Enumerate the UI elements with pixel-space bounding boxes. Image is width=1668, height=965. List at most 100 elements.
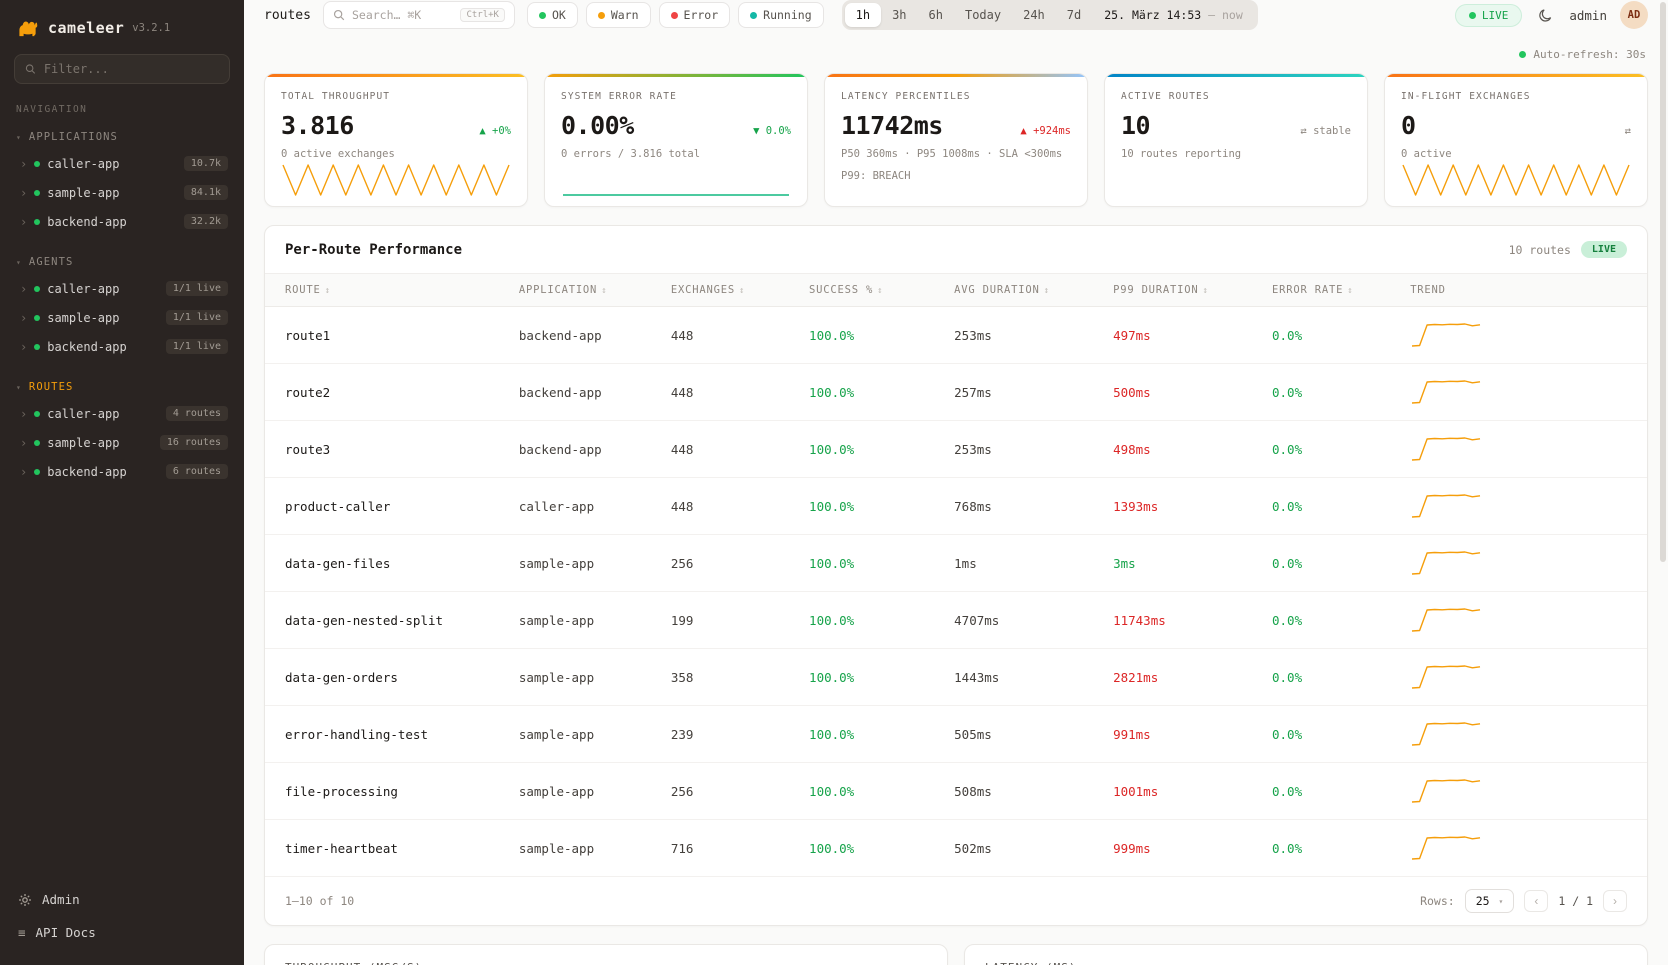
filter-input[interactable] <box>43 62 219 76</box>
cell-success: 100.0% <box>797 705 943 763</box>
routes-count: 10 routes <box>1508 242 1571 257</box>
caret-down-icon: ▾ <box>16 132 22 142</box>
moon-icon <box>1539 8 1552 21</box>
table-row[interactable]: data-gen-files sample-app 256 100.0% 1ms… <box>265 534 1647 592</box>
section-header-applications[interactable]: ▾ APPLICATIONS <box>0 127 244 149</box>
kpi-delta: ⇄ <box>1624 125 1631 137</box>
cell-exchanges: 448 <box>658 306 798 364</box>
sidebar-item[interactable]: › caller-app 10.7k <box>0 149 244 178</box>
cell-exchanges: 239 <box>658 705 798 763</box>
dark-mode-toggle[interactable] <box>1535 5 1556 26</box>
column-header[interactable]: AVG DURATION ↕ <box>942 273 1102 307</box>
time-range-button[interactable]: 3h <box>881 3 917 27</box>
time-range-button[interactable]: 24h <box>1012 3 1056 27</box>
select-caret-icon: ▾ <box>1498 896 1504 906</box>
cell-application: sample-app <box>506 819 659 877</box>
cell-application: sample-app <box>506 648 659 706</box>
cell-route: data-gen-nested-split <box>265 591 507 649</box>
cell-trend <box>1398 819 1647 877</box>
column-header[interactable]: EXCHANGES ↕ <box>658 273 798 307</box>
time-range-button[interactable]: 6h <box>918 3 954 27</box>
table-row[interactable]: product-caller caller-app 448 100.0% 768… <box>265 477 1647 535</box>
sidebar-item-badge: 1/1 live <box>165 310 228 325</box>
column-header[interactable]: SUCCESS % ↕ <box>797 273 943 307</box>
table-row[interactable]: route1 backend-app 448 100.0% 253ms 497m… <box>265 306 1647 364</box>
cell-error-rate: 0.0% <box>1260 762 1399 820</box>
kpi-title: IN-FLIGHT EXCHANGES <box>1401 91 1531 102</box>
cell-p99-duration: 497ms <box>1101 306 1260 364</box>
sidebar-item-badge: 10.7k <box>183 156 228 171</box>
status-dot <box>34 314 41 321</box>
sidebar-item[interactable]: › sample-app 84.1k <box>0 178 244 207</box>
rows-per-page-value: 25 <box>1475 894 1490 908</box>
column-header[interactable]: TREND <box>1398 273 1647 307</box>
sidebar-item[interactable]: › sample-app 1/1 live <box>0 303 244 332</box>
column-header[interactable]: P99 DURATION ↕ <box>1101 273 1260 307</box>
sort-icon: ↕ <box>1202 286 1209 296</box>
kpi-sparkline <box>561 163 791 197</box>
time-range-button[interactable]: 7d <box>1056 3 1092 27</box>
column-label: ROUTE <box>285 284 321 296</box>
status-dot <box>750 11 758 19</box>
filter-chip[interactable]: Warn <box>585 2 651 28</box>
status-dot <box>538 11 546 19</box>
cell-exchanges: 448 <box>658 477 798 535</box>
rows-per-page-label: Rows: <box>1420 894 1455 908</box>
scrollbar-thumb[interactable] <box>1660 2 1666 562</box>
table-row[interactable]: data-gen-orders sample-app 358 100.0% 14… <box>265 648 1647 706</box>
chevron-right-icon: › <box>20 281 28 296</box>
prev-page-button[interactable]: ‹ <box>1524 890 1549 912</box>
cell-trend <box>1398 762 1647 820</box>
table-row[interactable]: data-gen-nested-split sample-app 199 100… <box>265 591 1647 649</box>
section-header-routes[interactable]: ▾ ROUTES <box>0 377 244 399</box>
sidebar-item-admin[interactable]: Admin <box>0 883 244 916</box>
sidebar-filter[interactable] <box>14 54 230 84</box>
filter-chip[interactable]: Running <box>738 2 824 28</box>
scrollbar[interactable] <box>1660 2 1666 963</box>
cell-trend <box>1398 705 1647 763</box>
table-row[interactable]: route3 backend-app 448 100.0% 253ms 498m… <box>265 420 1647 478</box>
sidebar-footer-label: Admin <box>42 892 80 907</box>
pagination-range: 1–10 of 10 <box>285 894 355 908</box>
table-row[interactable]: error-handling-test sample-app 239 100.0… <box>265 705 1647 763</box>
sidebar-item-label: sample-app <box>47 185 120 200</box>
column-header[interactable]: ERROR RATE ↕ <box>1260 273 1399 307</box>
table-row[interactable]: file-processing sample-app 256 100.0% 50… <box>265 762 1647 820</box>
cell-p99-duration: 3ms <box>1101 534 1260 592</box>
chart-card: LATENCY (MS) <box>964 944 1648 965</box>
search-box[interactable]: Search… ⌘K Ctrl+K <box>322 1 515 29</box>
cell-trend <box>1398 420 1647 478</box>
sidebar-item[interactable]: › backend-app 6 routes <box>0 457 244 486</box>
sort-icon: ↕ <box>601 286 608 296</box>
routes-table: ROUTE ↕ APPLICATION ↕ EXCHANGES ↕ <box>265 273 1647 877</box>
column-label: SUCCESS % <box>809 284 874 296</box>
filter-chip[interactable]: OK <box>526 2 578 28</box>
sidebar-item[interactable]: › caller-app 1/1 live <box>0 274 244 303</box>
cell-exchanges: 448 <box>658 363 798 421</box>
time-range-button[interactable]: 1h <box>844 3 882 27</box>
cell-error-rate: 0.0% <box>1260 648 1399 706</box>
column-label: ERROR RATE <box>1272 284 1344 296</box>
sidebar-item[interactable]: › backend-app 1/1 live <box>0 332 244 361</box>
sidebar-item[interactable]: › sample-app 16 routes <box>0 428 244 457</box>
table-row[interactable]: timer-heartbeat sample-app 716 100.0% 50… <box>265 819 1647 877</box>
column-header[interactable]: APPLICATION ↕ <box>506 273 659 307</box>
sidebar-item-api-docs[interactable]: ≡ API Docs <box>0 916 244 949</box>
cell-success: 100.0% <box>797 819 943 877</box>
chevron-right-icon: › <box>20 464 28 479</box>
avatar[interactable]: AD <box>1620 1 1648 29</box>
table-row[interactable]: route2 backend-app 448 100.0% 257ms 500m… <box>265 363 1647 421</box>
column-header[interactable]: ROUTE ↕ <box>265 273 507 307</box>
sidebar-item[interactable]: › backend-app 32.2k <box>0 207 244 236</box>
cell-error-rate: 0.0% <box>1260 705 1399 763</box>
next-page-button[interactable]: › <box>1603 890 1627 912</box>
section-header-agents[interactable]: ▾ AGENTS <box>0 252 244 274</box>
auto-refresh-indicator: Auto-refresh: 30s <box>264 30 1648 73</box>
keyboard-shortcut-badge: Ctrl+K <box>460 8 505 22</box>
filter-chip[interactable]: Error <box>658 2 731 28</box>
time-range-button[interactable]: Today <box>954 3 1012 27</box>
kpi-accent-bar <box>825 74 1087 77</box>
rows-per-page-select[interactable]: 25 ▾ <box>1464 889 1515 913</box>
kpi-accent-bar <box>1105 74 1367 77</box>
sidebar-item[interactable]: › caller-app 4 routes <box>0 399 244 428</box>
